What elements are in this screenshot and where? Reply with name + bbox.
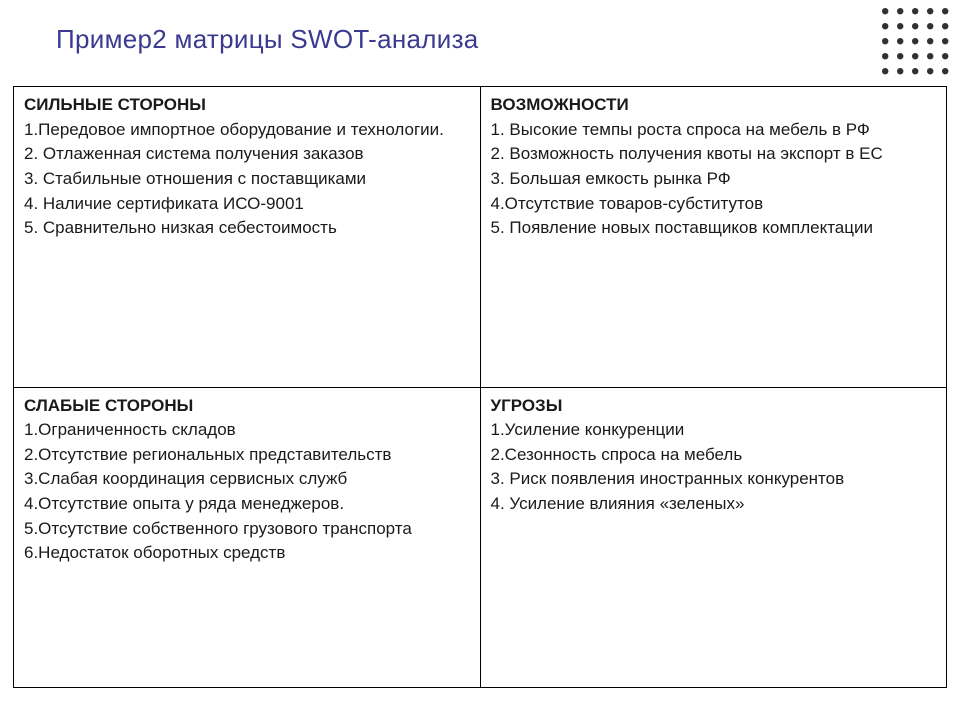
opportunities-heading: ВОЗМОЖНОСТИ <box>491 93 937 118</box>
list-item: 5.Отсутствие собственного грузового тран… <box>24 517 470 542</box>
list-item: 3. Большая емкость рынка РФ <box>491 167 937 192</box>
slide: Пример2 матрицы SWOT-анализа СИЛЬНЫЕ СТО… <box>0 0 960 720</box>
cell-strengths: СИЛЬНЫЕ СТОРОНЫ 1.Передовое импортное об… <box>14 87 481 388</box>
list-item: 4. Наличие сертификата ИСО-9001 <box>24 192 470 217</box>
list-item: 3. Риск появления иностранных конкуренто… <box>491 467 937 492</box>
list-item: 1.Ограниченность складов <box>24 418 470 443</box>
list-item: 5. Сравнительно низкая себестоимость <box>24 216 470 241</box>
threats-list: 1.Усиление конкуренции2.Сезонность спрос… <box>491 418 937 517</box>
list-item: 1. Высокие темпы роста спроса на мебель … <box>491 118 937 143</box>
list-item: 4. Усиление влияния «зеленых» <box>491 492 937 517</box>
list-item: 2. Возможность получения квоты на экспор… <box>491 142 937 167</box>
list-item: 6.Недостаток оборотных средств <box>24 541 470 566</box>
cell-weaknesses: СЛАБЫЕ СТОРОНЫ 1.Ограниченность складов2… <box>14 387 481 688</box>
list-item: 2.Отсутствие региональных представительс… <box>24 443 470 468</box>
list-item: 1.Передовое импортное оборудование и тех… <box>24 118 470 143</box>
strengths-heading: СИЛЬНЫЕ СТОРОНЫ <box>24 93 470 118</box>
table-row: СЛАБЫЕ СТОРОНЫ 1.Ограниченность складов2… <box>14 387 947 688</box>
weaknesses-list: 1.Ограниченность складов2.Отсутствие рег… <box>24 418 470 566</box>
cell-opportunities: ВОЗМОЖНОСТИ 1. Высокие темпы роста спрос… <box>480 87 947 388</box>
weaknesses-heading: СЛАБЫЕ СТОРОНЫ <box>24 394 470 419</box>
list-item: 1.Усиление конкуренции <box>491 418 937 443</box>
swot-table: СИЛЬНЫЕ СТОРОНЫ 1.Передовое импортное об… <box>13 86 947 688</box>
list-item: 3.Слабая координация сервисных служб <box>24 467 470 492</box>
list-item: 3. Стабильные отношения с поставщиками <box>24 167 470 192</box>
list-item: 5. Появление новых поставщиков комплекта… <box>491 216 937 241</box>
opportunities-list: 1. Высокие темпы роста спроса на мебель … <box>491 118 937 241</box>
list-item: 2. Отлаженная система получения заказов <box>24 142 470 167</box>
list-item: 4.Отсутствие опыта у ряда менеджеров. <box>24 492 470 517</box>
dot-grid-icon <box>878 4 952 78</box>
table-row: СИЛЬНЫЕ СТОРОНЫ 1.Передовое импортное об… <box>14 87 947 388</box>
page-title: Пример2 матрицы SWOT-анализа <box>56 24 479 55</box>
cell-threats: УГРОЗЫ 1.Усиление конкуренции2.Сезонност… <box>480 387 947 688</box>
list-item: 4.Отсутствие товаров-субститутов <box>491 192 937 217</box>
strengths-list: 1.Передовое импортное оборудование и тех… <box>24 118 470 241</box>
list-item: 2.Сезонность спроса на мебель <box>491 443 937 468</box>
threats-heading: УГРОЗЫ <box>491 394 937 419</box>
